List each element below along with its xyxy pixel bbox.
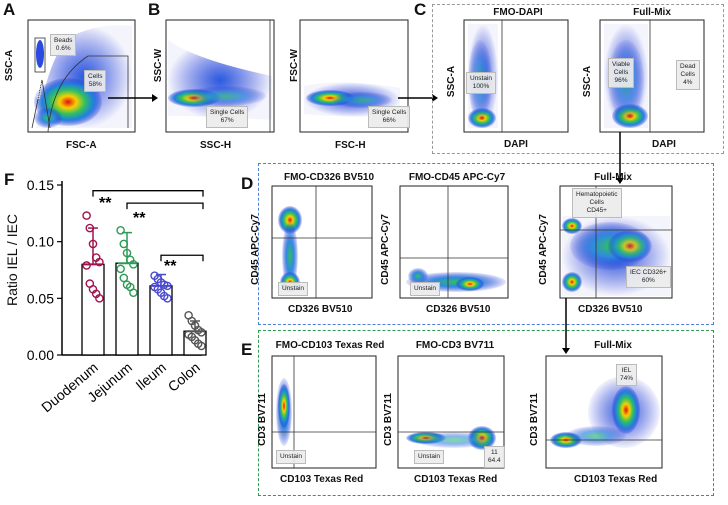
panel-e-frame [258,330,714,496]
data-point [116,226,125,235]
panel-e-plot2-gate: Unstain [414,450,445,464]
data-point [88,239,98,249]
panel-e-plot3-scatter [545,355,663,469]
data-point [163,294,172,303]
data-point [119,239,129,249]
panel-d-plot1-x-label: CD326 BV510 [288,304,353,315]
panel-d-plot2-title: FMO-CD45 APC-Cy7 [408,172,506,183]
panel-f-letter: F [4,170,15,189]
panel-e-letter: E [241,340,253,359]
data-point [95,294,104,303]
panel-b-plot1-scatter [165,19,275,133]
panel-d-letter: D [241,174,254,193]
arrow-d-to-e [562,298,570,354]
data-point [197,341,206,351]
significance-bracket [92,190,204,197]
panel-d-plot2-scatter [399,185,509,299]
panel-d-plot1-title: FMO-CD326 BV510 [283,172,375,183]
panel-e-plot3-title: Full-Mix [594,340,632,351]
data-point [119,273,129,283]
significance-bracket [160,254,204,262]
data-point [129,288,138,297]
panel-a-beads-gate: Beads 0.6% [50,34,77,56]
panel-e-plot2-x-label: CD103 Texas Red [414,474,498,485]
data-point [95,257,104,267]
panel-c-plot2-dead-gate: Dead Cells 4% [676,60,700,90]
panel-e-plot3-gate: IEL 74% [616,364,638,386]
panel-c-plot2-title: Full-Mix [633,7,671,18]
bar-duodenum [81,263,105,356]
panel-a-x-label: FSC-A [66,140,97,151]
data-point [82,211,91,220]
panel-d-plot3-iec-gate: IEC CD326+ 60% [626,266,671,288]
y-tick-label: 0.00 [27,347,54,363]
data-point [163,281,172,291]
data-point [82,261,91,270]
panel-d-plot3-scatter [559,185,673,299]
arrow-c-to-d [616,132,624,184]
data-point [197,328,206,337]
panel-b-plot1-x-label: SSC-H [200,140,232,151]
sig-label-1: ** [99,195,112,212]
data-point [116,264,125,274]
y-tick-label: 0.05 [27,290,54,306]
panel-b-letter: B [148,0,161,19]
data-point [85,223,95,233]
significance-bracket [126,202,204,210]
panel-c-plot2-x-label: DAPI [652,139,676,150]
sig-label-2: ** [133,210,146,227]
panel-c-frame [432,4,724,154]
panel-d-plot2-x-label: CD326 BV510 [426,304,491,315]
panel-e-plot1-x-label: CD103 Texas Red [280,474,364,485]
panel-d-plot1-gate: Unstain [278,282,309,296]
panel-d-plot1-scatter [271,185,373,299]
panel-b-plot1-gate: Single Cells 67% [206,106,249,128]
x-tick-label: Colon [165,359,203,395]
y-tick-label: 0.10 [27,234,54,250]
y-tick-label: 0.15 [27,177,54,193]
panel-e-plot3-x-label: CD103 Texas Red [574,474,658,485]
x-tick-label: Ileum [132,359,169,393]
panel-c-plot1-gate: Unstain 100% [466,72,497,94]
panel-d-plot2-gate: Unstain [410,282,441,296]
sig-label-3: ** [164,258,177,275]
arrow-a-to-b [108,94,158,102]
data-point [129,260,138,269]
panel-e-plot2-title: FMO-CD3 BV711 [415,340,495,351]
panel-d-plot3-x-label: CD326 BV510 [578,304,643,315]
panel-c-letter: C [414,0,427,19]
panel-c-plot2-viable-gate: Viable Cells 96% [608,58,634,88]
arrow-b-to-c [398,94,438,102]
panel-b-plot2-gate: Single Cells 66% [368,106,411,128]
panel-e-plot2-gate2: 11 64.4 [484,446,505,468]
panel-a-cells-gate: Cells 58% [84,70,107,92]
panel-e-plot1-title: FMO-CD103 Texas Red [275,340,385,351]
panel-d-plot3-hematopoietic-gate: Hematopoietic Cells CD45+ [572,188,622,218]
panel-e-plot1-scatter [271,355,377,469]
panel-b-plot2-x-label: FSC-H [335,140,366,151]
data-point [122,248,132,258]
panel-c-plot1-title: FMO-DAPI [493,7,543,18]
panel-e-plot1-gate: Unstain [276,450,307,464]
panel-a-letter: A [3,0,16,19]
panel-d-plot3-title: Full-Mix [594,172,632,183]
panel-d-frame [258,163,714,325]
panel-c-plot1-x-label: DAPI [504,139,528,150]
